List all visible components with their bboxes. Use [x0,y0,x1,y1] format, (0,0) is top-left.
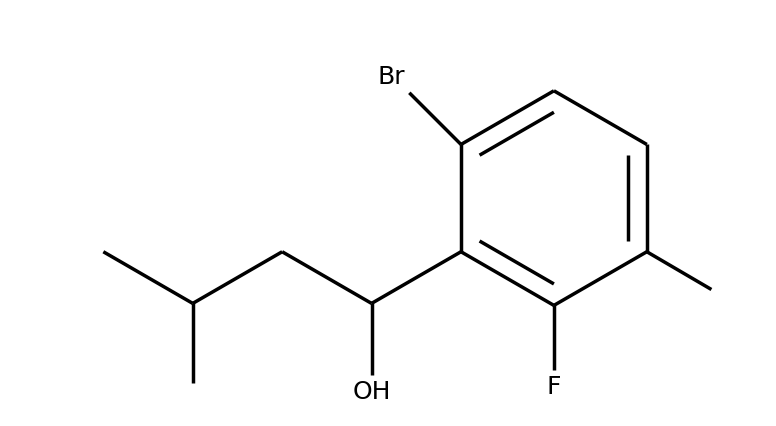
Text: F: F [546,375,561,399]
Text: OH: OH [352,380,391,404]
Text: Br: Br [378,65,405,89]
